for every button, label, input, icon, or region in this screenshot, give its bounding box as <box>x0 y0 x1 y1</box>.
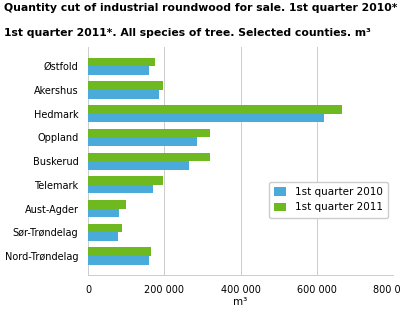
Bar <box>88 82 162 90</box>
Text: Quantity cut of industrial roundwood for sale. 1st quarter 2010* and: Quantity cut of industrial roundwood for… <box>4 3 401 13</box>
X-axis label: m³: m³ <box>233 297 248 307</box>
Bar <box>88 153 210 161</box>
Bar <box>88 58 155 66</box>
Bar <box>88 200 126 209</box>
Bar <box>88 247 151 256</box>
Bar <box>88 105 342 114</box>
Bar <box>88 114 324 122</box>
Legend: 1st quarter 2010, 1st quarter 2011: 1st quarter 2010, 1st quarter 2011 <box>269 182 388 218</box>
Bar <box>88 161 189 170</box>
Bar <box>88 129 210 137</box>
Bar <box>88 232 118 241</box>
Bar <box>88 137 197 146</box>
Bar <box>88 66 149 75</box>
Text: 1st quarter 2011*. All species of tree. Selected counties. m³: 1st quarter 2011*. All species of tree. … <box>4 28 371 39</box>
Bar <box>88 224 122 232</box>
Bar <box>88 176 162 185</box>
Bar <box>88 256 149 264</box>
Bar <box>88 209 119 217</box>
Bar <box>88 90 159 99</box>
Bar <box>88 185 153 193</box>
